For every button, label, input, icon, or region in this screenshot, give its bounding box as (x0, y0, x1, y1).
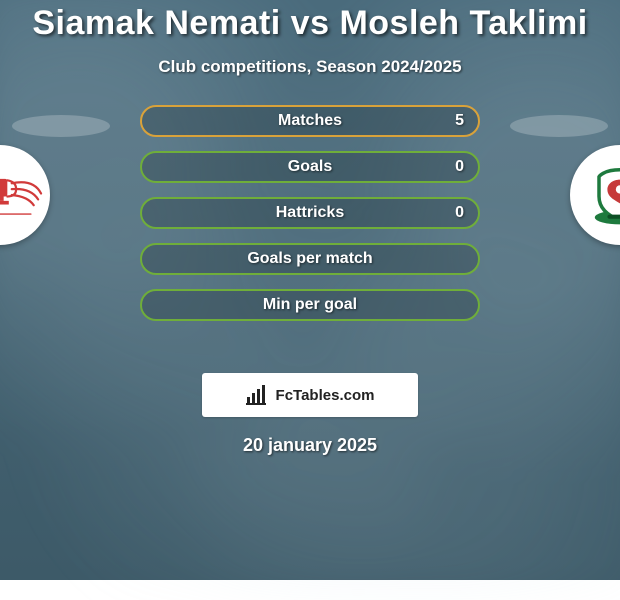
stat-label: Hattricks (276, 204, 344, 222)
stat-label: Matches (278, 112, 342, 130)
stat-value-right: 0 (455, 158, 464, 176)
stat-bar-goals-per-match: Goals per match (140, 243, 480, 275)
stat-label: Goals (288, 158, 332, 176)
page-title: Siamak Nemati vs Mosleh Taklimi (0, 4, 620, 43)
club-emblem-left (0, 145, 50, 245)
comparison-card: Siamak Nemati vs Mosleh Taklimi Club com… (0, 0, 620, 456)
date-text: 20 january 2025 (0, 435, 620, 456)
green-shield-icon (585, 160, 620, 230)
avatar-shadow-left (12, 115, 110, 137)
trophy-wings-icon (0, 165, 44, 225)
stats-arena: Matches 5 Goals 0 Hattricks 0 Goals per … (0, 105, 620, 355)
club-emblem-right (570, 145, 620, 245)
attribution-badge: FcTables.com (202, 373, 418, 417)
stat-bar-matches: Matches 5 (140, 105, 480, 137)
stat-bar-min-per-goal: Min per goal (140, 289, 480, 321)
avatar-shadow-right (510, 115, 608, 137)
stat-label: Goals per match (247, 250, 372, 268)
stat-label: Min per goal (263, 296, 357, 314)
stat-value-right: 0 (455, 204, 464, 222)
stat-bar-goals: Goals 0 (140, 151, 480, 183)
stat-bars: Matches 5 Goals 0 Hattricks 0 Goals per … (140, 105, 480, 335)
bar-chart-icon (246, 385, 270, 405)
subtitle: Club competitions, Season 2024/2025 (0, 57, 620, 77)
stat-value-right: 5 (455, 112, 464, 130)
stat-bar-hattricks: Hattricks 0 (140, 197, 480, 229)
attribution-text: FcTables.com (276, 387, 375, 404)
